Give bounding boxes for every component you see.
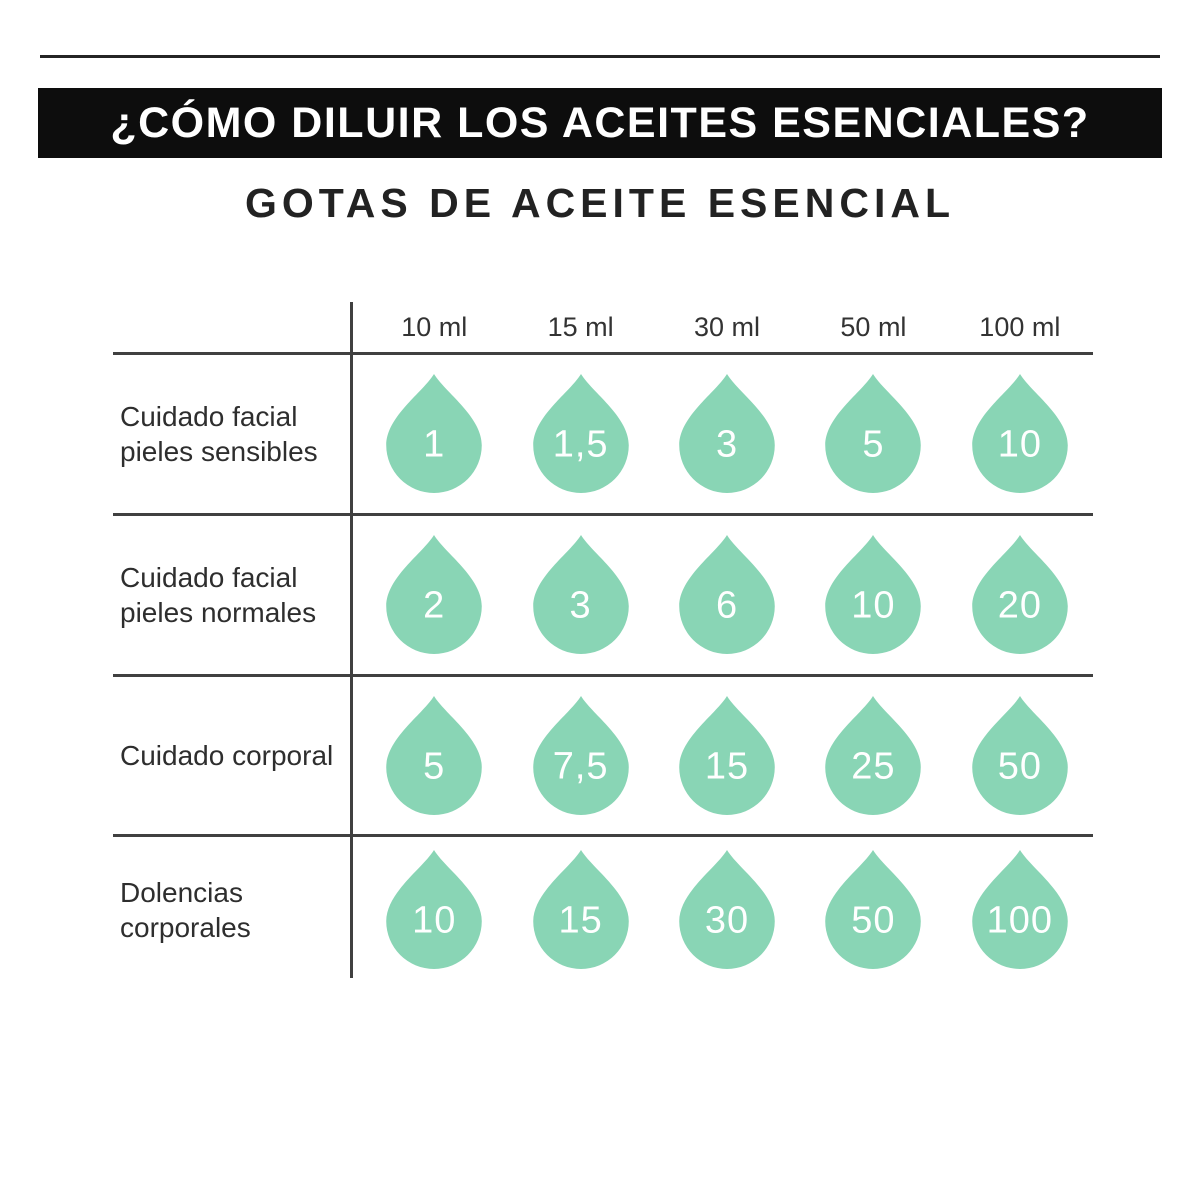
row-label: Cuidado facial pieles normales — [120, 562, 317, 628]
drop-icon: 5 — [822, 372, 924, 496]
drop-cell: 10 — [361, 848, 507, 972]
drop-value: 20 — [997, 584, 1042, 627]
drop-value: 6 — [715, 584, 739, 627]
drop-icon: 30 — [676, 848, 778, 972]
header-label-spacer — [113, 303, 353, 352]
drop-cell: 1,5 — [507, 372, 653, 496]
column-header-50ml: 50 ml — [840, 312, 907, 342]
row-label: Cuidado facial pieles sensibles — [120, 401, 318, 467]
drop-cell: 15 — [507, 848, 653, 972]
top-edge-line — [40, 55, 1160, 58]
drop-icon: 10 — [969, 372, 1071, 496]
drop-icon: 10 — [822, 533, 924, 657]
drop-cell: 10 — [947, 372, 1093, 496]
drop-value: 5 — [423, 745, 446, 788]
drop-cell: 30 — [654, 848, 800, 972]
drop-icon: 1,5 — [530, 372, 632, 496]
dilution-table: 10 ml 15 ml 30 ml 50 ml 100 ml Cuidado f… — [113, 302, 1093, 982]
table-header-row: 10 ml 15 ml 30 ml 50 ml 100 ml — [113, 303, 1093, 355]
drop-value: 10 — [412, 899, 457, 942]
table-row-facial-normal: Cuidado facial pieles normales 2 3 — [113, 516, 1093, 677]
drop-icon: 6 — [676, 533, 778, 657]
drop-cell: 3 — [654, 372, 800, 496]
drop-icon: 15 — [530, 848, 632, 972]
drop-cell: 15 — [654, 694, 800, 818]
drop-cell: 3 — [507, 533, 653, 657]
drop-cell: 6 — [654, 533, 800, 657]
drop-cell: 5 — [800, 372, 946, 496]
drop-icon: 1 — [383, 372, 485, 496]
drop-value: 50 — [997, 745, 1042, 788]
drop-value: 10 — [851, 584, 896, 627]
drop-value: 100 — [986, 899, 1054, 942]
drop-icon: 20 — [969, 533, 1071, 657]
column-header-10ml: 10 ml — [401, 312, 468, 342]
drop-value: 15 — [558, 899, 603, 942]
drop-icon: 50 — [969, 694, 1071, 818]
column-header-15ml: 15 ml — [547, 312, 614, 342]
drop-value: 2 — [423, 584, 446, 627]
drop-icon: 3 — [530, 533, 632, 657]
drop-cell: 25 — [800, 694, 946, 818]
drop-value: 7,5 — [552, 745, 609, 788]
page-subtitle: GOTAS DE ACEITE ESENCIAL — [245, 180, 955, 226]
table-row-facial-sensible: Cuidado facial pieles sensibles 1 1,5 — [113, 355, 1093, 516]
row-label: Dolencias corporales — [120, 876, 251, 943]
title-banner: ¿CÓMO DILUIR LOS ACEITES ESENCIALES? — [38, 88, 1162, 158]
row-label: Cuidado corporal — [120, 740, 334, 771]
drop-cell: 2 — [361, 533, 507, 657]
drop-value: 3 — [715, 423, 739, 466]
drop-icon: 2 — [383, 533, 485, 657]
drop-icon: 3 — [676, 372, 778, 496]
drop-value: 15 — [704, 745, 750, 788]
page-title: ¿CÓMO DILUIR LOS ACEITES ESENCIALES? — [110, 98, 1090, 147]
column-header-100ml: 100 ml — [979, 312, 1061, 342]
table-row-dolencias: Dolencias corporales 10 15 — [113, 837, 1093, 982]
vertical-divider — [350, 302, 353, 978]
drop-icon: 50 — [822, 848, 924, 972]
drop-cell: 5 — [361, 694, 507, 818]
drop-icon: 100 — [969, 848, 1071, 972]
drop-value: 25 — [851, 745, 896, 788]
drop-value: 1,5 — [552, 423, 609, 466]
drop-cell: 20 — [947, 533, 1093, 657]
drop-icon: 7,5 — [530, 694, 632, 818]
drop-value: 30 — [704, 899, 750, 942]
drop-cell: 50 — [800, 848, 946, 972]
drop-cell: 100 — [947, 848, 1093, 972]
drop-value: 50 — [851, 899, 896, 942]
drop-icon: 25 — [822, 694, 924, 818]
drop-value: 5 — [862, 423, 885, 466]
drop-cell: 7,5 — [507, 694, 653, 818]
drop-cell: 1 — [361, 372, 507, 496]
drop-value: 1 — [423, 423, 446, 466]
drop-value: 10 — [997, 423, 1042, 466]
drop-value: 3 — [569, 584, 592, 627]
header-cells: 10 ml 15 ml 30 ml 50 ml 100 ml — [353, 303, 1093, 352]
drop-icon: 5 — [383, 694, 485, 818]
drop-icon: 10 — [383, 848, 485, 972]
table-row-corporal: Cuidado corporal 5 7,5 — [113, 677, 1093, 837]
drop-cell: 10 — [800, 533, 946, 657]
drop-cell: 50 — [947, 694, 1093, 818]
column-header-30ml: 30 ml — [694, 312, 761, 342]
drop-icon: 15 — [676, 694, 778, 818]
